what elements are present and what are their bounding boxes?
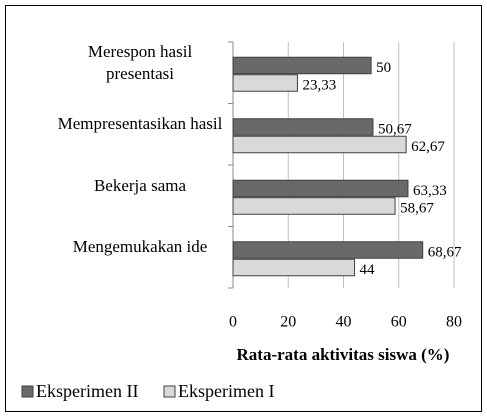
data-label: 50 xyxy=(376,60,391,76)
bar xyxy=(232,74,298,92)
y-tick-label: Mempresentasikan hasil xyxy=(57,114,223,134)
x-tick-label: 80 xyxy=(446,314,462,331)
data-label: 63,33 xyxy=(413,183,447,199)
data-label: 50,67 xyxy=(378,121,412,137)
legend-label: Eksperimen I xyxy=(178,381,274,401)
x-tick-label: 20 xyxy=(280,314,296,331)
data-label: 58,67 xyxy=(400,200,434,216)
y-tick-label: Bekerja sama xyxy=(93,175,187,195)
data-label: 62,67 xyxy=(411,139,445,155)
bar xyxy=(232,135,407,154)
x-axis-label: Rata-rata aktivitas siswa (%) xyxy=(237,345,450,364)
legend-swatch xyxy=(163,385,176,398)
legend-label: Eksperimen II xyxy=(36,381,138,401)
data-label: 23,33 xyxy=(302,77,336,93)
data-label: 68,67 xyxy=(428,244,462,260)
bar xyxy=(232,56,372,75)
chart-border xyxy=(5,5,482,412)
bar xyxy=(232,241,424,259)
data-label: 44 xyxy=(360,262,376,278)
legend-swatch xyxy=(21,385,34,398)
x-tick-label: 0 xyxy=(229,314,237,331)
y-tick-label: Mengemukakan ide xyxy=(72,237,208,257)
bar xyxy=(232,179,409,198)
x-tick-label: 40 xyxy=(336,314,352,331)
x-tick-label: 60 xyxy=(391,314,407,331)
bar xyxy=(232,118,374,136)
bar xyxy=(232,197,396,215)
y-tick-label: Merespon hasil presentasi xyxy=(87,41,193,83)
bar xyxy=(232,258,356,277)
